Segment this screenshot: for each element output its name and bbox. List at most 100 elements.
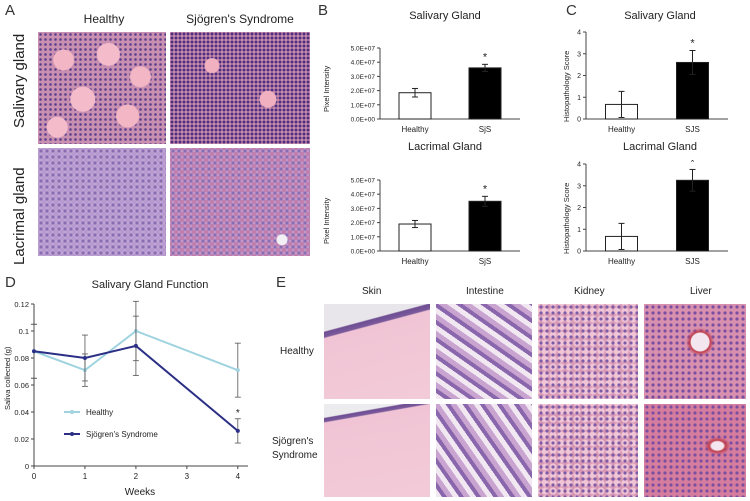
- chart-d-ytick-label: 0.06: [14, 381, 29, 390]
- histology-skin-sjogrens: [324, 404, 430, 497]
- chart-d-legend-marker-sjogrens: [70, 432, 74, 436]
- chart-b-top-ytick-label: 3.0E+07: [351, 74, 376, 81]
- panel-a-row-salivary: Salivary gland: [11, 33, 28, 128]
- histology-salivary-healthy: [38, 32, 166, 144]
- chart-d-ytick-label: 0.12: [14, 300, 29, 309]
- chart-c-bottom-xtick-label: SJS: [685, 257, 700, 266]
- chart-d-xtick-label: 3: [185, 472, 190, 481]
- chart-c-bottom-ytick-label: 2: [577, 205, 581, 212]
- chart-b-bottom-ytick-label: 4.0E+07: [351, 192, 376, 199]
- chart-c-top-title: Salivary Gland: [624, 10, 696, 22]
- chart-d-ytick-label: 0: [25, 462, 29, 471]
- chart-c-top: 0 1 2 3 4 Healthy SJS *: [577, 30, 728, 134]
- chart-d-ytick-label: 0.1: [19, 327, 29, 336]
- panel-e-row-syndrome: Syndrome: [272, 450, 318, 461]
- panel-c-letter: C: [566, 2, 577, 19]
- chart-b-bottom-ytick-label: 0.0E+00: [351, 249, 376, 256]
- panel-a-letter: A: [5, 2, 16, 19]
- chart-b-top-xtick-label: Healthy: [401, 125, 428, 134]
- panel-a-header-sjogrens: Sjögren's Syndrome: [186, 12, 294, 26]
- chart-c-bottom-significance: *: [690, 160, 695, 168]
- chart-b-bottom-ytick-label: 5.0E+07: [351, 178, 376, 185]
- chart-d-ytick-label: 0.08: [14, 354, 29, 363]
- histology-liver-healthy: [644, 304, 746, 399]
- chart-d-legend-label-sjogrens: Sjögren's Syndrome: [86, 430, 158, 439]
- histology-intestine-sjogrens: [436, 404, 532, 497]
- panel-e-col-skin: Skin: [362, 286, 382, 297]
- panel-e-letter: E: [276, 274, 287, 291]
- chart-d: 0 0.02 0.04 0.06 0.08 0.1 0.12 0 1 2 3 4 * Healthy Sjö…: [14, 300, 248, 481]
- chart-b-bottom: 0.0E+00 1.0E+07 2.0E+07 3.0E+07 4.0E+07 5.0E+…: [351, 178, 520, 266]
- chart-c-bottom-ytick-label: 1: [577, 227, 581, 234]
- chart-b-top-ytick-label: 4.0E+07: [351, 60, 376, 67]
- panel-a-row-lacrimal: Lacrimal gland: [11, 167, 28, 265]
- chart-b-top-ytick-label: 1.0E+07: [351, 102, 376, 109]
- chart-c-top-ytick-label: 1: [577, 95, 581, 102]
- chart-b-bottom-title: Lacrimal Gland: [408, 141, 482, 153]
- chart-b-top-title: Salivary Gland: [409, 10, 481, 22]
- chart-d-ytick-label: 0.02: [14, 435, 29, 444]
- chart-c-bottom-ytick-label: 3: [577, 183, 581, 190]
- chart-b-top-ytick-label: 2.0E+07: [351, 88, 376, 95]
- chart-d-point-sjogrens: [32, 349, 36, 354]
- chart-d-xtick-label: 4: [236, 472, 241, 481]
- chart-d-point-sjogrens: [82, 356, 87, 360]
- panel-e-col-liver: Liver: [690, 286, 712, 297]
- chart-d-point-sjogrens: [133, 343, 138, 348]
- chart-c-bottom-ytick-label: 0: [577, 249, 581, 256]
- panel-e-row-sjogrens: Sjögren's: [272, 436, 314, 447]
- chart-c-bottom-ytick-label: 4: [577, 162, 581, 169]
- chart-b-bottom-ytick-label: 1.0E+07: [351, 234, 376, 241]
- histology-kidney-sjogrens: [538, 404, 638, 497]
- chart-d-point-sjogrens: [235, 428, 240, 433]
- chart-d-line-sjogrens: [33, 344, 239, 432]
- chart-b-bottom-significance: *: [483, 183, 488, 195]
- histology-lacrimal-healthy: [38, 148, 166, 256]
- chart-d-xlabel: Weeks: [124, 487, 156, 498]
- chart-c-bottom-xtick-label: Healthy: [608, 257, 635, 266]
- panel-d-letter: D: [5, 274, 16, 291]
- chart-b-top-bar-sjs: [468, 67, 502, 120]
- chart-d-line-healthy: [33, 329, 239, 372]
- chart-b-top-ytick-label: 0.0E+00: [351, 117, 376, 124]
- chart-c-top-significance: *: [690, 37, 695, 49]
- chart-c-top-ytick-label: 3: [577, 51, 581, 58]
- chart-c-bottom: 0 1 2 3 4 Healthy SJS *: [577, 160, 728, 266]
- chart-d-point-healthy: [235, 368, 240, 373]
- histology-kidney-healthy: [538, 304, 638, 399]
- panel-b-letter: B: [318, 2, 329, 19]
- chart-d-legend-marker-healthy: [70, 410, 74, 414]
- chart-d-ytick-label: 0.04: [14, 408, 29, 417]
- chart-b-bottom-ytick-label: 3.0E+07: [351, 206, 376, 213]
- chart-d-title: Salivary Gland Function: [91, 279, 209, 291]
- chart-d-xtick-label: 0: [32, 472, 37, 481]
- panel-e-col-kidney: Kidney: [574, 286, 605, 297]
- panel-e-row-healthy: Healthy: [280, 346, 314, 357]
- chart-b-bottom-xtick-label: Healthy: [401, 257, 428, 266]
- chart-c-top-ytick-label: 4: [577, 30, 581, 37]
- chart-c-bottom-bar-sjs: [676, 179, 709, 252]
- chart-c-top-ytick-label: 2: [577, 73, 581, 80]
- histology-intestine-healthy: [436, 304, 532, 399]
- chart-c-bottom-title: Lacrimal Gland: [623, 141, 697, 153]
- chart-b-top-xtick-label: SjS: [479, 125, 491, 134]
- chart-b-top: 0.0E+00 1.0E+07 2.0E+07 3.0E+07 4.0E+07 5.0E+…: [351, 46, 520, 134]
- panel-a-header-healthy: Healthy: [83, 12, 125, 26]
- chart-d-legend-label-healthy: Healthy: [86, 408, 113, 417]
- chart-b-top-ytick-label: 5.0E+07: [351, 46, 376, 53]
- histology-salivary-sjogrens: [170, 32, 310, 144]
- histology-lacrimal-sjogrens: [170, 148, 310, 256]
- chart-c-top-xtick-label: SJS: [685, 125, 700, 134]
- chart-b-bottom-bar-sjs: [468, 200, 502, 252]
- histology-liver-sjogrens: [644, 404, 746, 497]
- chart-b-top-significance: *: [483, 51, 488, 63]
- chart-d-xtick-label: 2: [134, 472, 139, 481]
- chart-c-top-xtick-label: Healthy: [608, 125, 635, 134]
- histology-skin-healthy: [324, 304, 430, 399]
- chart-c-top-ytick-label: 0: [577, 117, 581, 124]
- chart-b-bottom-ytick-label: 2.0E+07: [351, 220, 376, 227]
- chart-d-xtick-label: 1: [83, 472, 88, 481]
- chart-b-bottom-xtick-label: SjS: [479, 257, 491, 266]
- panel-e-col-intestine: Intestine: [466, 286, 504, 297]
- chart-d-significance: *: [236, 408, 240, 419]
